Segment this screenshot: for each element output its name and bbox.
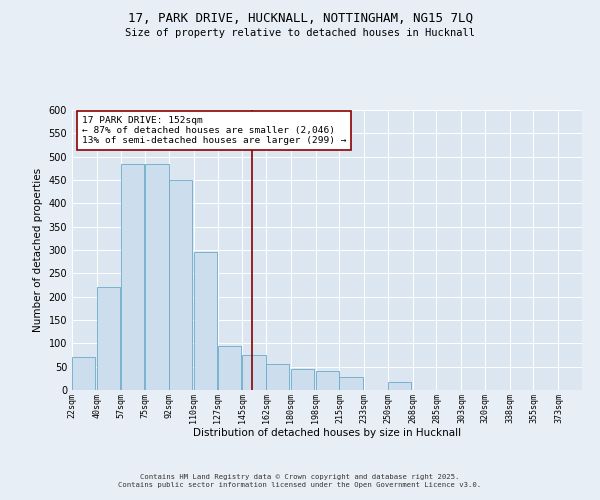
Bar (388, 382, 411, 390)
Text: 17 PARK DRIVE: 152sqm
← 87% of detached houses are smaller (2,046)
13% of semi-d: 17 PARK DRIVE: 152sqm ← 87% of detached … (82, 116, 347, 146)
Bar (266, 364, 289, 390)
Bar (194, 252, 217, 390)
Bar (291, 369, 314, 390)
Bar (97, 288, 120, 390)
Text: Size of property relative to detached houses in Hucknall: Size of property relative to detached ho… (125, 28, 475, 38)
Text: 17, PARK DRIVE, HUCKNALL, NOTTINGHAM, NG15 7LQ: 17, PARK DRIVE, HUCKNALL, NOTTINGHAM, NG… (128, 12, 473, 26)
Text: Contains HM Land Registry data © Crown copyright and database right 2025.
Contai: Contains HM Land Registry data © Crown c… (118, 474, 482, 488)
Bar (242, 355, 266, 390)
Bar (316, 372, 339, 390)
Bar (340, 377, 362, 390)
X-axis label: Distribution of detached houses by size in Hucknall: Distribution of detached houses by size … (193, 428, 461, 438)
Bar (72, 358, 95, 390)
Y-axis label: Number of detached properties: Number of detached properties (33, 168, 43, 332)
Bar (218, 346, 241, 390)
Bar (121, 164, 143, 390)
Bar (169, 180, 192, 390)
Bar (145, 164, 169, 390)
